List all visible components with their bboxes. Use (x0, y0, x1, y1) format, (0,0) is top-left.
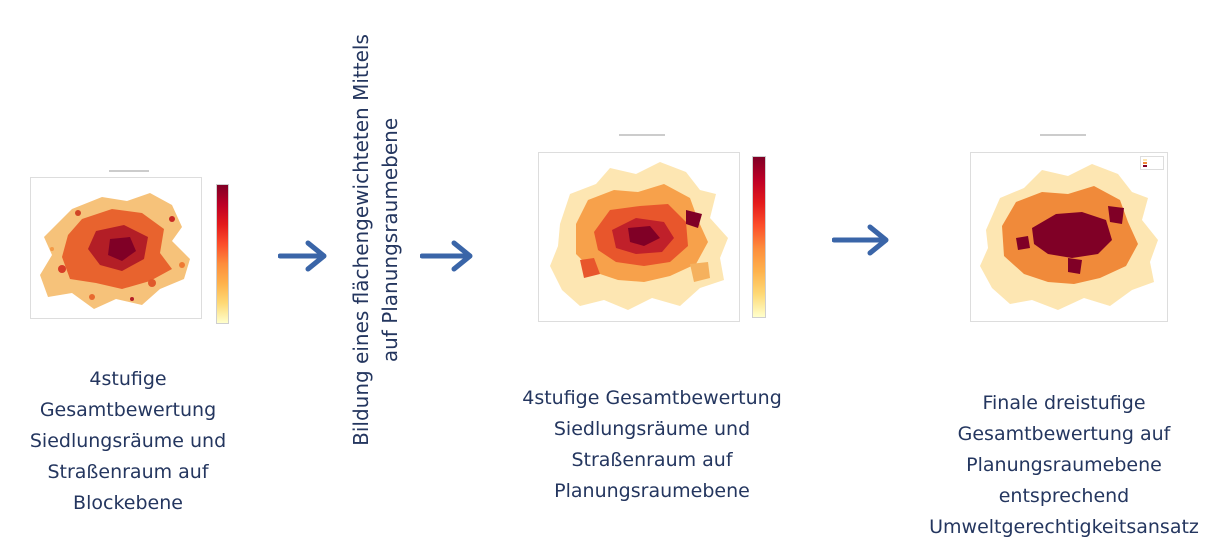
map-final-dreistufig (952, 130, 1174, 330)
process-label-line: auf Planungsraumebene (378, 117, 402, 363)
map-frame (970, 152, 1168, 322)
colorbar (216, 184, 229, 324)
map-title (109, 170, 149, 172)
legend-swatch (1143, 159, 1147, 161)
caption-line: entsprechend (998, 485, 1130, 507)
colorbar (752, 156, 766, 318)
map-legend (1140, 156, 1164, 170)
caption-step3: Finale dreistufige Gesamtbewertung auf P… (929, 388, 1199, 543)
map-blockebene (18, 166, 240, 326)
caption-step2: 4stufige Gesamtbewertung Siedlungsräume … (522, 383, 782, 507)
map-frame (538, 152, 740, 322)
caption-line: Gesamtbewertung auf (957, 423, 1171, 445)
map-final-shape (980, 164, 1158, 310)
arrow-right-icon (832, 224, 889, 256)
caption-line: Planungsraumebene (554, 480, 750, 502)
map-title (1040, 134, 1086, 136)
caption-line: Finale dreistufige (982, 392, 1146, 414)
map-frame (30, 177, 202, 319)
map-planungsraum-4stufig (512, 130, 772, 330)
process-label: Bildung eines flächengewichteten Mittels… (347, 34, 405, 446)
map-blockebene-shape (40, 193, 190, 309)
map-planungsraum-shape (550, 162, 728, 310)
arrow-right-icon (278, 240, 327, 272)
map-title (619, 134, 665, 136)
arrow-right-icon (420, 240, 473, 272)
caption-line: 4stufige (89, 368, 167, 390)
caption-step1: 4stufige Gesamtbewertung Siedlungsräume … (30, 364, 226, 519)
caption-line: Straßenraum auf (571, 449, 733, 471)
caption-line: 4stufige Gesamtbewertung (522, 387, 782, 409)
caption-line: Umweltgerechtigkeitsansatz (929, 516, 1199, 538)
caption-line: Blockebene (73, 492, 183, 514)
legend-swatch (1143, 165, 1147, 167)
caption-line: Straßenraum auf (47, 461, 209, 483)
caption-line: Gesamtbewertung (39, 399, 217, 421)
caption-line: Planungsraumebene (966, 454, 1162, 476)
legend-swatch (1143, 162, 1147, 164)
caption-line: Siedlungsräume und (553, 418, 751, 440)
caption-line: Siedlungsräume und (29, 430, 227, 452)
process-label-line: Bildung eines flächengewichteten Mittels (349, 34, 373, 446)
